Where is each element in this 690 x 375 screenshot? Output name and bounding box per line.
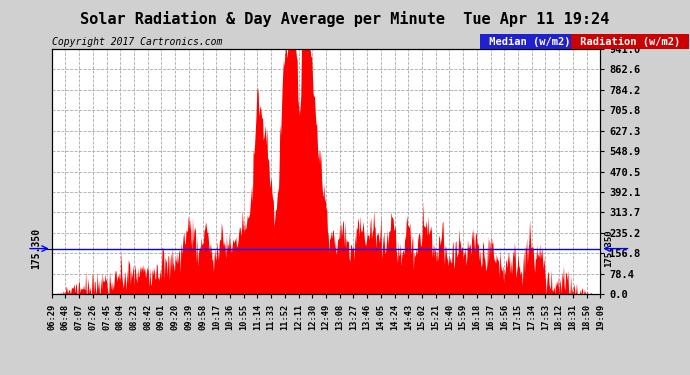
Text: Radiation (w/m2): Radiation (w/m2) <box>574 37 687 47</box>
Text: Solar Radiation & Day Average per Minute  Tue Apr 11 19:24: Solar Radiation & Day Average per Minute… <box>80 11 610 27</box>
Text: Copyright 2017 Cartronics.com: Copyright 2017 Cartronics.com <box>52 37 222 47</box>
Text: 175.350: 175.350 <box>604 230 613 267</box>
Text: Median (w/m2): Median (w/m2) <box>483 37 577 47</box>
